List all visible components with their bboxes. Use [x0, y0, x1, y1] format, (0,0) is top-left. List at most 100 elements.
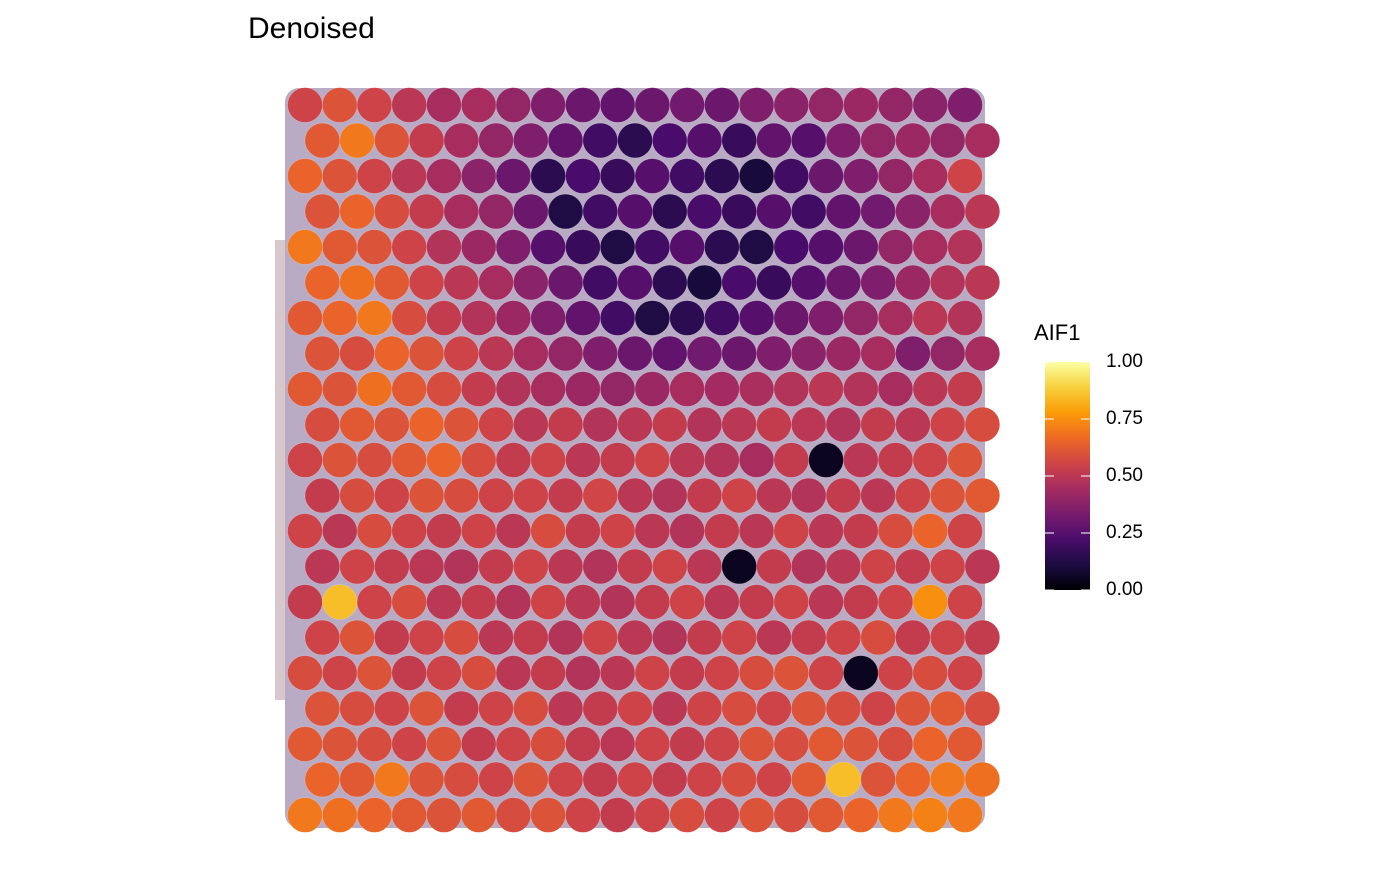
chart-title: Denoised — [248, 12, 375, 45]
spot — [530, 584, 566, 620]
spot — [790, 406, 827, 443]
spot — [704, 655, 740, 691]
spot — [391, 87, 427, 123]
spot — [478, 619, 514, 656]
spot — [339, 690, 375, 727]
spot — [513, 619, 549, 656]
spot — [617, 406, 653, 443]
spot — [547, 477, 584, 514]
spot — [513, 548, 549, 585]
spot — [721, 193, 757, 230]
spot — [322, 584, 358, 620]
spot — [877, 655, 914, 691]
spot — [617, 193, 653, 230]
spot — [599, 584, 636, 620]
spot — [652, 690, 688, 727]
spot — [704, 371, 740, 407]
spot — [790, 335, 827, 372]
spot — [808, 513, 844, 549]
spot — [426, 300, 462, 336]
spot — [513, 193, 549, 230]
spot — [391, 655, 427, 691]
spot — [704, 158, 740, 194]
spot — [947, 87, 983, 123]
spot — [426, 371, 462, 407]
spot — [790, 548, 827, 585]
spot — [669, 655, 705, 691]
spot — [634, 442, 671, 478]
spot — [773, 158, 810, 194]
spot — [704, 229, 740, 265]
spot — [808, 87, 844, 123]
spot — [669, 726, 705, 762]
spot — [964, 548, 1001, 585]
spot — [460, 87, 497, 123]
spot — [669, 158, 705, 194]
spot — [773, 300, 810, 336]
spot — [408, 761, 445, 798]
spot — [513, 406, 549, 443]
spot — [443, 690, 480, 727]
spot — [599, 726, 636, 762]
spot — [617, 619, 653, 656]
spot — [513, 122, 549, 159]
spot — [877, 584, 914, 620]
spot — [686, 193, 723, 230]
spot — [947, 513, 983, 549]
spot — [773, 513, 810, 549]
spot — [634, 229, 671, 265]
spot — [652, 761, 688, 798]
spot — [443, 193, 480, 230]
spot — [738, 371, 775, 407]
spot — [304, 761, 341, 798]
spot — [356, 513, 393, 549]
spot — [843, 158, 879, 194]
spot — [947, 229, 983, 265]
spot — [374, 264, 410, 301]
spot — [304, 477, 341, 514]
spot — [408, 619, 445, 656]
spot — [304, 122, 341, 159]
spot — [808, 655, 844, 691]
spot — [964, 619, 1001, 656]
spot — [912, 158, 948, 194]
spot — [356, 371, 393, 407]
spot — [460, 584, 497, 620]
spot — [669, 87, 705, 123]
spot — [530, 300, 566, 336]
spot — [877, 797, 914, 833]
spot — [738, 513, 775, 549]
spot — [530, 158, 566, 194]
spot — [443, 761, 480, 798]
spot — [738, 726, 775, 762]
spot — [547, 335, 584, 372]
spot — [652, 264, 688, 301]
spot — [287, 655, 323, 691]
spot — [356, 797, 393, 833]
spot — [495, 655, 532, 691]
spot — [825, 406, 862, 443]
spot — [947, 726, 983, 762]
spot — [460, 655, 497, 691]
spot — [843, 300, 879, 336]
spot — [530, 371, 566, 407]
spot — [391, 584, 427, 620]
spot — [443, 477, 480, 514]
spot — [895, 477, 931, 514]
spot — [704, 300, 740, 336]
spot — [738, 300, 775, 336]
spot — [895, 548, 931, 585]
spot — [877, 513, 914, 549]
spot — [547, 690, 584, 727]
spot — [356, 584, 393, 620]
spot — [530, 513, 566, 549]
spot — [530, 87, 566, 123]
spot — [825, 619, 862, 656]
spot — [460, 158, 497, 194]
spot — [460, 442, 497, 478]
spot — [860, 335, 896, 372]
spot — [478, 477, 514, 514]
spot — [617, 548, 653, 585]
spot — [617, 335, 653, 372]
spot — [374, 406, 410, 443]
